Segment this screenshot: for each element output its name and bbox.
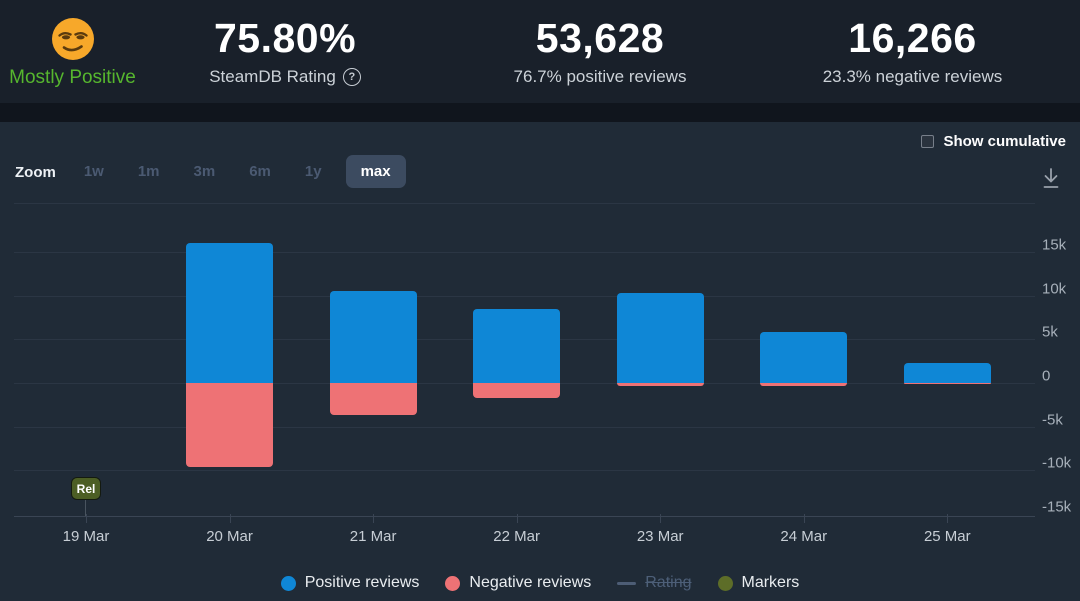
legend-item-positive-reviews[interactable]: Positive reviews	[280, 574, 420, 592]
negative-bar-21-Mar	[329, 383, 417, 415]
rating-summary-label: Mostly Positive	[9, 66, 136, 88]
download-icon	[1043, 168, 1059, 188]
positive-reviews-count: 53,628	[535, 14, 665, 61]
x-axis-label-21-Mar: 21 Mar	[349, 528, 397, 545]
plot-top-border	[14, 203, 1035, 204]
legend-label: Positive reviews	[304, 574, 420, 591]
legend-marker-dot	[717, 575, 733, 591]
gridline--5k	[14, 426, 1035, 428]
stat-positive-reviews: 53,628 76.7% positive reviews	[470, 0, 730, 103]
rating-summary: Mostly Positive	[0, 0, 145, 103]
x-tick-22-Mar	[516, 514, 518, 523]
negative-reviews-count: 16,266	[848, 14, 977, 61]
zoom-range-1m[interactable]: 1m	[137, 163, 160, 180]
help-icon[interactable]: ?	[342, 68, 361, 87]
legend-marker-dot	[445, 575, 461, 591]
show-cumulative-control: Show cumulative	[921, 133, 1066, 150]
x-axis-label-22-Mar: 22 Mar	[493, 528, 540, 545]
legend-label: Rating	[645, 574, 692, 591]
legend-marker-dot	[280, 575, 296, 591]
gridline--10k	[14, 470, 1035, 472]
y-axis-label-10k: 10k	[1042, 280, 1067, 298]
y-axis-label--5k: -5k	[1042, 411, 1063, 429]
zoom-range-6m[interactable]: 6m	[249, 163, 271, 180]
x-tick-24-Mar	[803, 514, 805, 523]
review-stats-header: Mostly Positive 75.80% SteamDB Rating ? …	[0, 0, 1080, 103]
x-tick-25-Mar	[947, 514, 949, 523]
x-tick-23-Mar	[660, 514, 662, 523]
negative-bar-22-Mar	[473, 383, 561, 399]
show-cumulative-checkbox[interactable]	[921, 135, 935, 148]
zoom-range-max[interactable]: max	[345, 155, 406, 188]
gridline-15k	[14, 252, 1035, 254]
x-axis-label-20-Mar: 20 Mar	[206, 528, 253, 545]
legend-item-markers[interactable]: Markers	[717, 574, 800, 592]
steamdb-rating-label: SteamDB Rating ?	[209, 67, 361, 87]
x-tick-20-Mar	[229, 514, 231, 523]
positive-bar-20-Mar	[186, 242, 274, 383]
legend-marker-line	[617, 581, 637, 585]
zoom-range-3m[interactable]: 3m	[193, 163, 216, 180]
legend-label: Negative reviews	[469, 574, 592, 591]
y-axis-label-15k: 15k	[1042, 236, 1067, 254]
negative-bar-23-Mar	[616, 383, 704, 387]
release-marker-badge[interactable]: Rel	[71, 477, 101, 500]
y-axis-label-0: 0	[1042, 367, 1051, 385]
positive-bar-23-Mar	[616, 293, 704, 383]
steamdb-rating-value: 75.80%	[213, 14, 357, 61]
legend-item-rating[interactable]: Rating	[617, 574, 692, 592]
zoom-buttons: 1w 1m 3m 6m 1y max	[74, 155, 406, 188]
negative-reviews-label: 23.3% negative reviews	[822, 67, 1003, 87]
legend-label: Markers	[741, 574, 800, 591]
positive-bar-22-Mar	[473, 308, 561, 383]
y-axis-label--15k: -15k	[1042, 498, 1072, 516]
y-axis-label-5k: 5k	[1042, 323, 1058, 341]
chart-legend: Positive reviews Negative reviews Rating Ma…	[0, 569, 1080, 597]
y-axis-label--10k: -10k	[1042, 454, 1072, 472]
stat-negative-reviews: 16,266 23.3% negative reviews	[790, 0, 1035, 103]
x-axis-line	[14, 516, 1035, 517]
show-cumulative-label[interactable]: Show cumulative	[943, 133, 1066, 150]
positive-bar-21-Mar	[329, 291, 417, 383]
positive-bar-25-Mar	[903, 363, 991, 383]
gridline-10k	[14, 295, 1035, 297]
zoom-range-selector: Zoom 1w 1m 3m 6m 1y max	[15, 155, 406, 188]
x-axis-label-25-Mar: 25 Mar	[923, 528, 971, 545]
x-axis-label-23-Mar: 23 Mar	[636, 528, 684, 545]
negative-bar-24-Mar	[760, 383, 848, 387]
positive-reviews-label: 76.7% positive reviews	[513, 67, 687, 87]
negative-bar-25-Mar	[903, 383, 991, 385]
x-tick-21-Mar	[373, 514, 375, 523]
legend-item-negative-reviews[interactable]: Negative reviews	[445, 574, 591, 592]
x-axis-label-24-Mar: 24 Mar	[780, 528, 828, 545]
zoom-title: Zoom	[15, 163, 56, 181]
x-axis-label-19-Mar: 19 Mar	[62, 528, 110, 545]
negative-bar-20-Mar	[186, 383, 274, 468]
release-marker-stem	[85, 500, 86, 516]
positive-bar-24-Mar	[760, 331, 848, 383]
zoom-range-1y[interactable]: 1y	[304, 163, 322, 180]
download-chart-button[interactable]	[1038, 163, 1064, 195]
x-tick-19-Mar	[86, 514, 87, 523]
smirking-face-emoji	[51, 17, 94, 60]
zoom-range-1w[interactable]: 1w	[83, 163, 104, 180]
stat-steamdb-rating: 75.80% SteamDB Rating ?	[160, 0, 410, 103]
